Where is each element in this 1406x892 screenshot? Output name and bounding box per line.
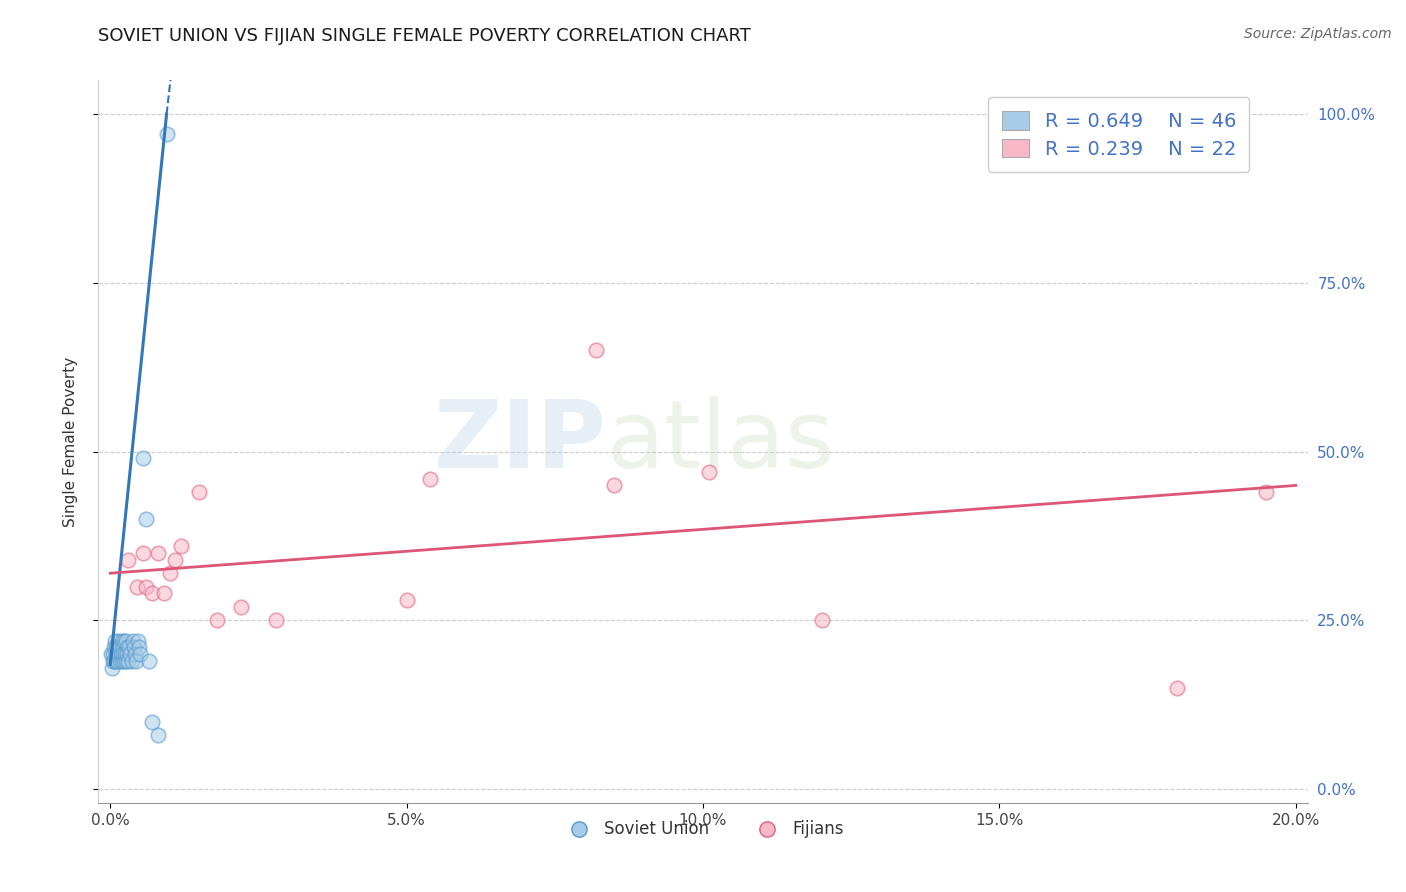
Point: [110, 640, 132, 655]
Point: [122, 640, 145, 655]
Point: [419, 472, 441, 486]
Point: [115, 640, 138, 655]
Y-axis label: Single Female Poverty: Single Female Poverty: [63, 357, 77, 526]
Point: [124, 647, 146, 661]
Point: [115, 633, 138, 648]
Point: [121, 654, 143, 668]
Text: Source: ZipAtlas.com: Source: ZipAtlas.com: [1244, 27, 1392, 41]
Point: [114, 654, 136, 668]
Point: [146, 728, 169, 742]
Point: [132, 451, 155, 466]
Point: [1166, 681, 1188, 695]
Point: [121, 633, 143, 648]
Point: [107, 640, 129, 655]
Point: [697, 465, 720, 479]
Point: [125, 580, 148, 594]
Point: [111, 640, 134, 655]
Point: [108, 647, 131, 661]
Point: [112, 647, 135, 661]
Point: [127, 633, 149, 648]
Point: [103, 654, 125, 668]
Legend: Soviet Union, Fijians: Soviet Union, Fijians: [555, 814, 851, 845]
Point: [120, 647, 142, 661]
Point: [165, 552, 187, 566]
Point: [205, 614, 228, 628]
Point: [132, 546, 155, 560]
Point: [114, 633, 136, 648]
Text: SOVIET UNION VS FIJIAN SINGLE FEMALE POVERTY CORRELATION CHART: SOVIET UNION VS FIJIAN SINGLE FEMALE POV…: [98, 27, 751, 45]
Point: [141, 714, 163, 729]
Point: [138, 654, 160, 668]
Point: [110, 654, 132, 668]
Point: [114, 647, 136, 661]
Point: [105, 647, 128, 661]
Point: [229, 599, 252, 614]
Point: [117, 552, 139, 566]
Text: atlas: atlas: [606, 395, 835, 488]
Point: [104, 633, 127, 648]
Point: [146, 546, 169, 560]
Point: [603, 478, 626, 492]
Point: [103, 640, 125, 655]
Point: [135, 512, 157, 526]
Point: [110, 647, 132, 661]
Point: [129, 647, 152, 661]
Point: [100, 647, 122, 661]
Point: [117, 654, 139, 668]
Point: [104, 647, 127, 661]
Point: [152, 586, 174, 600]
Point: [101, 654, 124, 668]
Point: [141, 586, 163, 600]
Point: [128, 640, 150, 655]
Point: [117, 647, 139, 661]
Point: [105, 654, 128, 668]
Point: [111, 633, 134, 648]
Point: [264, 614, 287, 628]
Point: [155, 128, 177, 142]
Point: [170, 539, 193, 553]
Point: [107, 633, 129, 648]
Text: ZIP: ZIP: [433, 395, 606, 488]
Point: [118, 640, 141, 655]
Point: [125, 654, 148, 668]
Point: [105, 654, 128, 668]
Point: [112, 654, 135, 668]
Point: [105, 640, 128, 655]
Point: [103, 647, 125, 661]
Point: [188, 485, 211, 500]
Point: [810, 614, 832, 628]
Point: [108, 654, 131, 668]
Point: [135, 580, 157, 594]
Point: [101, 661, 124, 675]
Point: [159, 566, 181, 581]
Point: [1254, 485, 1277, 500]
Point: [585, 343, 607, 358]
Point: [395, 593, 418, 607]
